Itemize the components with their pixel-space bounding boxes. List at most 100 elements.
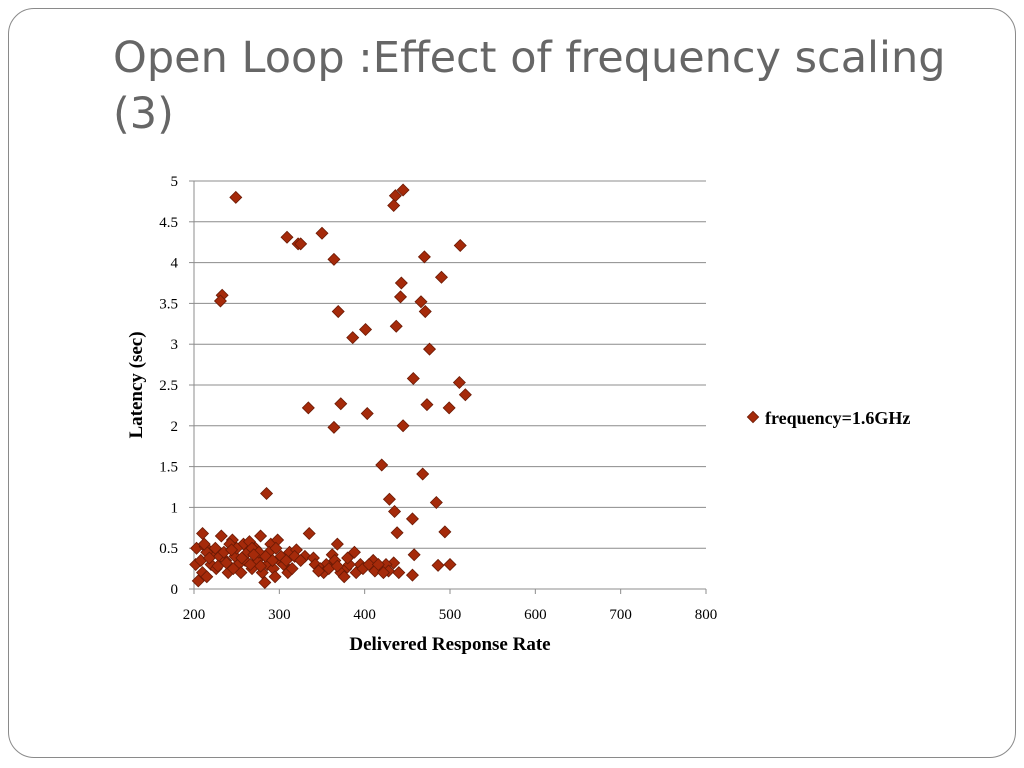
data-point <box>362 558 376 572</box>
data-point <box>390 526 404 540</box>
data-point <box>258 575 272 589</box>
data-point <box>197 537 211 551</box>
y-tick-label: 1.5 <box>159 460 178 476</box>
legend-label: frequency=1.6GHz <box>765 408 910 428</box>
data-point <box>266 553 280 567</box>
data-point <box>423 342 437 356</box>
data-point <box>429 495 443 510</box>
data-point <box>434 270 448 284</box>
grid-lines <box>194 180 706 549</box>
data-point <box>330 537 344 551</box>
data-point <box>200 570 214 584</box>
x-tick-label: 800 <box>695 607 718 623</box>
y-tick-label: 4.5 <box>159 215 178 231</box>
data-point <box>214 529 228 543</box>
data-point <box>346 331 360 345</box>
y-tick-label: 0.5 <box>159 541 178 557</box>
slide-title-line-2: (3) <box>113 89 174 139</box>
data-point <box>213 294 227 308</box>
data-point <box>280 230 294 244</box>
data-point <box>327 252 341 266</box>
data-point <box>417 250 431 264</box>
data-point <box>382 492 396 506</box>
data-point <box>442 401 456 415</box>
x-tick-label: 300 <box>268 607 291 623</box>
data-point <box>337 570 351 584</box>
data-point <box>331 305 345 319</box>
x-axis-label: Delivered Response Rate <box>349 634 550 655</box>
data-point <box>416 467 430 481</box>
data-point <box>376 566 390 580</box>
data-point <box>285 562 299 576</box>
data-point <box>294 237 308 251</box>
data-point <box>371 558 385 572</box>
legend-marker <box>746 410 760 424</box>
data-point <box>247 548 261 562</box>
data-point <box>407 548 421 562</box>
data-point <box>302 527 316 541</box>
data-point <box>229 190 243 204</box>
data-point <box>226 562 240 576</box>
data-point <box>396 183 410 197</box>
data-point <box>359 323 373 337</box>
y-tick-label: 2.5 <box>159 378 178 394</box>
data-point <box>219 556 233 570</box>
data-point <box>315 226 329 240</box>
x-tick-label: 400 <box>353 607 376 623</box>
data-point <box>405 568 419 582</box>
data-point <box>334 397 348 411</box>
data-point <box>414 295 428 309</box>
data-point <box>438 525 452 539</box>
data-point <box>202 551 216 565</box>
data-point <box>243 558 257 572</box>
data-point <box>418 305 432 319</box>
y-tick-label: 5 <box>171 174 179 190</box>
slide-frame <box>8 8 1016 758</box>
data-point <box>375 458 389 472</box>
y-tick-label: 2 <box>171 419 179 435</box>
data-point <box>196 527 210 541</box>
data-point <box>294 553 308 567</box>
data-point <box>388 189 402 203</box>
data-point <box>312 564 326 578</box>
data-point <box>420 398 434 412</box>
y-tick-labels: 0 0.5 1 1.5 2 2.5 3 3.5 4 4.5 5 <box>159 174 178 598</box>
data-point <box>389 319 403 333</box>
y-tick-label: 0 <box>171 582 179 598</box>
data-point <box>330 559 344 573</box>
data-point <box>279 553 293 567</box>
data-point <box>431 558 445 572</box>
data-point <box>443 558 457 572</box>
x-tick-labels: 200 300 400 500 600 700 800 <box>183 607 718 623</box>
slide-title: Open Loop :Effect of frequency scaling (… <box>113 30 973 142</box>
y-tick-label: 1 <box>171 500 179 516</box>
x-tick-label: 600 <box>524 607 547 623</box>
data-point <box>458 388 472 402</box>
slide-title-line-1: Open Loop :Effect of frequency scaling <box>113 33 946 83</box>
y-tick-label: 3.5 <box>159 296 178 312</box>
y-tick-label: 4 <box>171 256 179 272</box>
data-point <box>208 541 222 555</box>
data-point <box>453 238 467 252</box>
x-tick-label: 500 <box>439 607 462 623</box>
axes <box>189 180 707 594</box>
data-point <box>327 420 341 434</box>
data-point <box>387 198 401 212</box>
data-point <box>396 419 410 433</box>
legend: frequency=1.6GHz <box>746 408 910 428</box>
data-point <box>260 487 274 501</box>
data-point <box>347 545 361 559</box>
x-tick-label: 700 <box>609 607 632 623</box>
data-point <box>235 551 249 565</box>
data-point <box>394 276 408 290</box>
data-point <box>394 290 408 304</box>
data-point <box>406 371 420 385</box>
data-point <box>388 504 402 518</box>
data-points <box>189 183 472 589</box>
data-point <box>392 566 406 580</box>
data-point <box>341 551 355 565</box>
y-axis-label: Latency (sec) <box>126 331 147 438</box>
data-point <box>405 512 419 526</box>
data-point <box>225 543 239 557</box>
